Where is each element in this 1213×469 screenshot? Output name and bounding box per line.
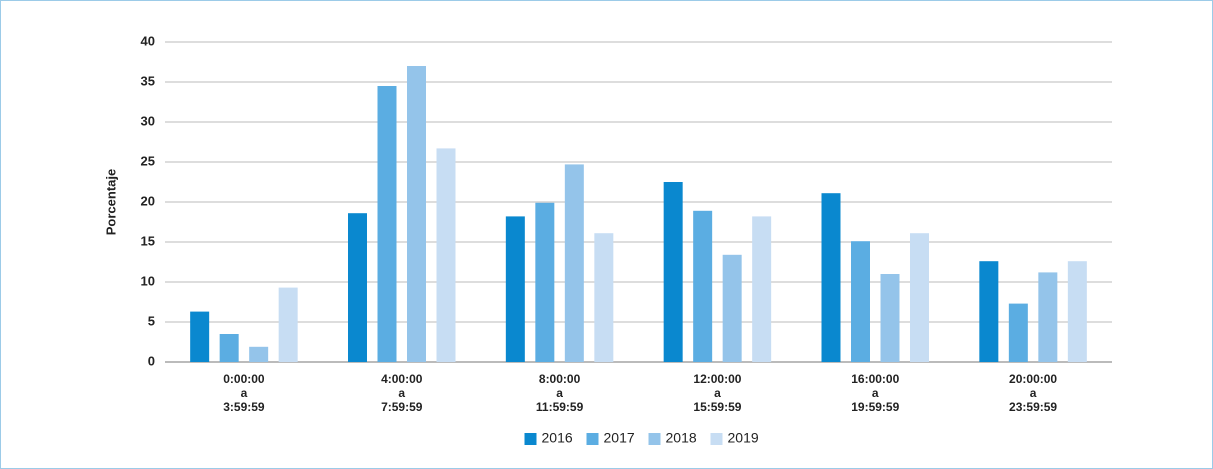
bar bbox=[348, 213, 367, 362]
y-tick-label: 40 bbox=[141, 33, 155, 48]
bar bbox=[979, 261, 999, 362]
bar bbox=[693, 210, 713, 362]
y-tick-label: 30 bbox=[141, 113, 155, 128]
y-tick-label: 15 bbox=[141, 233, 155, 248]
bar bbox=[249, 346, 269, 362]
legend-label: 2016 bbox=[542, 430, 573, 446]
legend-label: 2018 bbox=[666, 430, 697, 446]
legend-swatch bbox=[524, 433, 537, 445]
bar bbox=[752, 216, 772, 362]
bar bbox=[1008, 303, 1028, 362]
bar bbox=[377, 86, 397, 362]
legend-swatch bbox=[710, 433, 723, 445]
x-tick-label: 4:00:00 a 7:59:59 bbox=[381, 372, 423, 414]
bar bbox=[190, 311, 210, 362]
x-tick-label: 12:00:00 a 15:59:59 bbox=[693, 372, 741, 414]
x-tick-label: 20:00:00 a 23:59:59 bbox=[1009, 372, 1057, 414]
bar bbox=[910, 233, 929, 362]
bar bbox=[219, 334, 239, 362]
y-tick-label: 25 bbox=[141, 153, 155, 168]
bar bbox=[1067, 261, 1087, 362]
bar bbox=[407, 66, 426, 362]
y-tick-label: 10 bbox=[141, 273, 155, 288]
bar bbox=[564, 164, 584, 362]
y-axis-label: Porcentaje bbox=[103, 169, 118, 235]
bar bbox=[594, 233, 614, 362]
bar bbox=[436, 148, 456, 362]
bar bbox=[505, 216, 525, 362]
bar bbox=[851, 241, 870, 362]
legend-label: 2017 bbox=[604, 430, 635, 446]
bar bbox=[663, 182, 683, 362]
y-tick-label: 5 bbox=[148, 313, 155, 328]
bar bbox=[278, 287, 298, 362]
legend-label: 2019 bbox=[728, 430, 759, 446]
y-tick-label: 0 bbox=[148, 353, 155, 368]
y-tick-label: 35 bbox=[141, 73, 155, 88]
legend-swatch bbox=[586, 433, 599, 445]
x-tick-label: 16:00:00 a 19:59:59 bbox=[851, 372, 899, 414]
y-tick-label: 20 bbox=[141, 193, 155, 208]
legend-swatch bbox=[648, 433, 661, 445]
bar bbox=[1038, 272, 1058, 362]
bar bbox=[821, 193, 841, 362]
bar bbox=[535, 202, 555, 362]
bar bbox=[722, 254, 742, 362]
x-tick-label: 8:00:00 a 11:59:59 bbox=[536, 372, 584, 414]
x-tick-label: 0:00:00 a 3:59:59 bbox=[223, 372, 265, 414]
bar bbox=[880, 274, 900, 362]
